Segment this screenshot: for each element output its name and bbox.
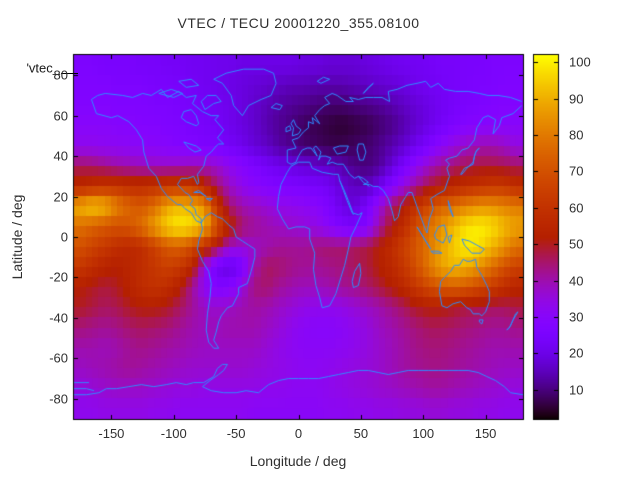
y-tick-label: 0 <box>60 229 68 245</box>
y-tick-label: 20 <box>53 189 68 205</box>
y-tick-label: -20 <box>49 269 68 285</box>
colorbar-tick-label: 40 <box>569 273 584 289</box>
x-tick-label: -150 <box>98 426 125 441</box>
x-tick-label: 100 <box>412 426 435 441</box>
x-tick-label: 150 <box>474 426 497 441</box>
y-tick-label: -80 <box>49 391 68 407</box>
x-tick-label: -100 <box>160 426 187 441</box>
x-tick-label: 50 <box>353 426 369 441</box>
colorbar-tick-label: 70 <box>569 163 584 179</box>
colorbar-tick-label: 60 <box>569 200 584 216</box>
colorbar-tick-label: 50 <box>569 236 584 252</box>
y-tick-label: 40 <box>53 148 68 164</box>
legend-key-line <box>61 73 78 74</box>
y-tick-label: 80 <box>53 67 68 83</box>
colorbar-tick-label: 20 <box>569 345 584 361</box>
x-tick-label: 0 <box>294 426 303 441</box>
colorbar-tick-label: 80 <box>569 127 584 143</box>
legend-key-label: 'vtec_ <box>26 60 60 76</box>
chart-title: VTEC / TECU 20001220_355.08100 <box>177 15 420 31</box>
y-tick-label: -40 <box>49 310 68 326</box>
x-axis-title: Longitude / deg <box>249 453 347 469</box>
y-tick-label: 60 <box>53 108 68 124</box>
y-tick-label: -60 <box>49 350 68 366</box>
y-axis-title: Latitude / deg <box>9 194 25 280</box>
x-tick-label: -50 <box>226 426 246 441</box>
colorbar-tick-label: 30 <box>569 309 584 325</box>
colorbar-tick-label: 10 <box>569 382 584 398</box>
colorbar-tick-label: 100 <box>569 54 591 70</box>
colorbar-tick-label: 90 <box>569 91 584 107</box>
